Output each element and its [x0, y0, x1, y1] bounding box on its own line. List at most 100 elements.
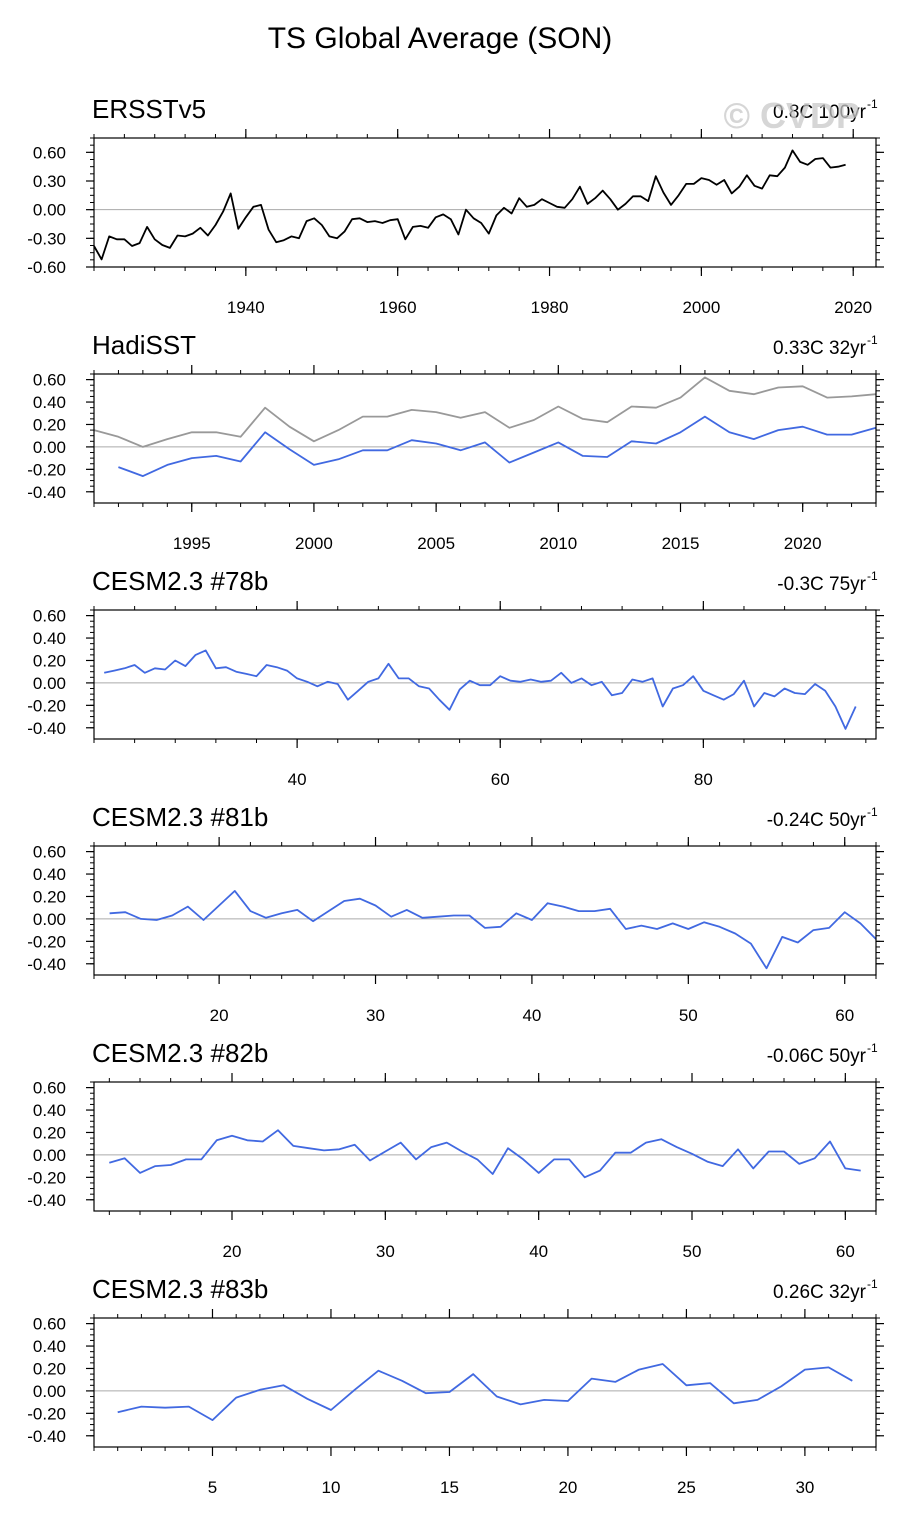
y-tick-label: 0.60 — [33, 371, 66, 390]
x-tick-label: 50 — [683, 1242, 702, 1261]
panel-label: CESM2.3 #82b — [92, 1038, 268, 1068]
x-tick-label: 2015 — [662, 534, 700, 553]
panel-label: CESM2.3 #78b — [92, 566, 268, 596]
y-tick-label: -0.40 — [27, 1427, 66, 1446]
plot-frame — [93, 1317, 877, 1448]
trend-label: -0.06C 50yr — [767, 1046, 867, 1067]
y-tick-label: 0.20 — [33, 651, 66, 670]
panel-label: CESM2.3 #81b — [92, 802, 268, 832]
x-tick-label: 2020 — [784, 534, 822, 553]
plot-frame — [93, 609, 877, 740]
trend-exponent: -1 — [867, 333, 878, 347]
x-tick-label: 2005 — [417, 534, 455, 553]
trend-exponent: -1 — [867, 569, 878, 583]
x-tick-label: 1995 — [173, 534, 211, 553]
y-tick-label: 0.40 — [33, 393, 66, 412]
trend-label: 0.8C 100yr — [773, 102, 867, 123]
series-line-1 — [117, 1363, 853, 1421]
y-tick-label: 0.40 — [33, 1337, 66, 1356]
panel-2: -0.40 -0.20 0.00 0.20 0.40 0.60 1995 2000 2005 20… — [27, 330, 884, 553]
x-tick-label: 30 — [366, 1006, 385, 1025]
y-tick-label: 0.60 — [33, 843, 66, 862]
y-tick-label: 0.00 — [33, 201, 66, 220]
figure-title: TS Global Average (SON) — [267, 22, 613, 55]
y-tick-label: 0.30 — [33, 172, 66, 191]
y-tick-label: -0.30 — [27, 229, 66, 248]
x-tick-label: 25 — [677, 1478, 696, 1497]
y-tick-label: 0.20 — [33, 887, 66, 906]
plot-frame — [93, 845, 877, 976]
y-tick-label: 0.00 — [33, 1382, 66, 1401]
y-tick-label: -0.20 — [27, 1168, 66, 1187]
y-tick-label: 0.40 — [33, 865, 66, 884]
panel-label: ERSSTv5 — [92, 94, 206, 124]
x-tick-label: 30 — [376, 1242, 395, 1261]
trend-exponent: -1 — [867, 97, 878, 111]
x-tick-label: 20 — [223, 1242, 242, 1261]
x-tick-label: 2020 — [834, 298, 872, 317]
y-tick-label: 0.00 — [33, 674, 66, 693]
series-line-1 — [104, 649, 857, 730]
trend-exponent: -1 — [867, 1277, 878, 1291]
x-tick-label: 20 — [558, 1478, 577, 1497]
y-tick-label: -0.20 — [27, 696, 66, 715]
trend-label: 0.33C 32yr — [773, 338, 867, 359]
plot-frame — [93, 137, 877, 268]
y-tick-label: 0.60 — [33, 1315, 66, 1334]
x-tick-label: 30 — [795, 1478, 814, 1497]
x-tick-label: 2010 — [539, 534, 577, 553]
panel-3: -0.40 -0.20 0.00 0.20 0.40 0.60 40 60 80 CESM2.3 … — [27, 566, 884, 789]
panel-5: -0.40 -0.20 0.00 0.20 0.40 0.60 20 30 40 50 60 CESM… — [27, 1038, 884, 1261]
y-tick-label: 0.20 — [33, 1123, 66, 1142]
y-tick-label: 0.20 — [33, 415, 66, 434]
y-tick-label: 0.00 — [33, 1146, 66, 1165]
panel-label: CESM2.3 #83b — [92, 1274, 268, 1304]
x-tick-label: 60 — [836, 1242, 855, 1261]
x-tick-label: 2000 — [682, 298, 720, 317]
x-tick-label: 20 — [210, 1006, 229, 1025]
x-tick-label: 1980 — [531, 298, 569, 317]
y-tick-label: -0.20 — [27, 1404, 66, 1423]
y-tick-label: -0.40 — [27, 483, 66, 502]
trend-exponent: -1 — [867, 805, 878, 819]
x-tick-label: 80 — [694, 770, 713, 789]
y-tick-label: -0.60 — [27, 258, 66, 277]
x-tick-label: 50 — [679, 1006, 698, 1025]
panel-label: HadiSST — [92, 330, 196, 360]
series-line-1 — [93, 149, 846, 261]
series-line-1 — [109, 890, 877, 970]
y-tick-label: -0.40 — [27, 1191, 66, 1210]
y-tick-label: -0.20 — [27, 460, 66, 479]
series-line-1 — [93, 376, 877, 448]
x-tick-label: 40 — [529, 1242, 548, 1261]
x-tick-label: 1960 — [379, 298, 417, 317]
x-tick-label: 60 — [835, 1006, 854, 1025]
x-tick-label: 40 — [288, 770, 307, 789]
panel-1: -0.60 -0.30 0.00 0.30 0.60 1940 1960 1980 2000 20… — [27, 94, 884, 317]
trend-label: -0.3C 75yr — [777, 574, 866, 595]
trend-label: 0.26C 32yr — [773, 1282, 867, 1303]
y-tick-label: 0.20 — [33, 1359, 66, 1378]
y-tick-label: 0.60 — [33, 143, 66, 162]
x-tick-label: 1940 — [227, 298, 265, 317]
y-tick-label: -0.40 — [27, 719, 66, 738]
trend-exponent: -1 — [867, 1041, 878, 1055]
x-tick-label: 5 — [208, 1478, 217, 1497]
x-tick-label: 15 — [440, 1478, 459, 1497]
trend-label: -0.24C 50yr — [767, 810, 867, 831]
watermark: © CVDP — [723, 95, 860, 136]
y-tick-label: 0.00 — [33, 438, 66, 457]
series-line-2 — [118, 415, 877, 478]
x-tick-label: 40 — [522, 1006, 541, 1025]
y-tick-label: 0.40 — [33, 1101, 66, 1120]
series-line-1 — [109, 1129, 861, 1179]
plot-frame — [93, 1081, 877, 1212]
y-tick-label: 0.60 — [33, 607, 66, 626]
y-tick-label: -0.20 — [27, 932, 66, 951]
y-tick-label: -0.40 — [27, 955, 66, 974]
y-tick-label: 0.60 — [33, 1079, 66, 1098]
x-tick-label: 2000 — [295, 534, 333, 553]
y-tick-label: 0.40 — [33, 629, 66, 648]
y-tick-label: 0.00 — [33, 910, 66, 929]
